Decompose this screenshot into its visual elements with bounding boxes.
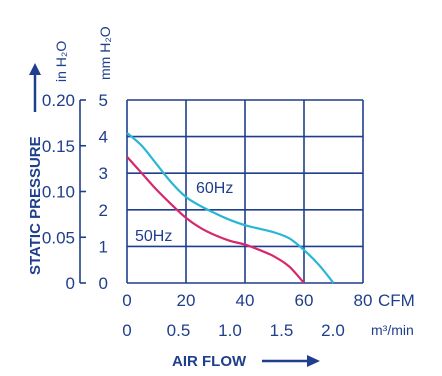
y-unit-primary: in H₂O — [53, 41, 69, 82]
x-tick-cfm-1: 20 — [177, 291, 196, 310]
series-layer — [126, 132, 335, 284]
x-tick-m3-1: 0.5 — [167, 321, 191, 340]
y-axis-arrow-icon — [29, 63, 41, 112]
y-tick-in-0: 0 — [66, 274, 75, 293]
x-tick-m3-4: 2.0 — [321, 321, 345, 340]
series-line-50hz — [126, 155, 305, 284]
x-tick-cfm-2: 40 — [236, 291, 255, 310]
y-tick-in-1: 0.05 — [42, 228, 75, 247]
y-tick-in-4: 0.20 — [42, 91, 75, 110]
y-tick-mm-4: 4 — [99, 128, 108, 147]
grid — [79, 99, 364, 284]
y-tick-in-2: 0.10 — [42, 183, 75, 202]
x-tick-m3-0: 0 — [122, 321, 131, 340]
y-unit-secondary: mm H₂O — [97, 26, 113, 80]
x-tick-m3-2: 1.0 — [218, 321, 242, 340]
y-tick-mm-1: 1 — [99, 237, 108, 256]
x-axis-arrow-icon — [262, 355, 320, 367]
x-unit-secondary: m³/min — [371, 322, 414, 338]
x-unit-primary: CFM — [378, 291, 415, 310]
y-tick-mm-2: 2 — [99, 201, 108, 220]
x-tick-cfm-4: 80 — [354, 291, 373, 310]
x-axis-title: AIR FLOW — [172, 353, 247, 370]
y-tick-mm-5: 5 — [99, 91, 108, 110]
series-line-60hz — [126, 132, 335, 284]
x-tick-m3-3: 1.5 — [270, 321, 294, 340]
y-tick-in-3: 0.15 — [42, 137, 75, 156]
y-tick-mm-3: 3 — [99, 164, 108, 183]
y-axis-title: STATIC PRESSURE — [27, 136, 44, 275]
x-tick-cfm-0: 0 — [122, 291, 131, 310]
series-label-50hz: 50Hz — [135, 228, 172, 245]
x-tick-cfm-3: 60 — [295, 291, 314, 310]
series-label-60hz: 60Hz — [196, 180, 233, 197]
y-tick-mm-0: 0 — [99, 274, 108, 293]
tick-labels: 0 1 2 3 4 5 0 0.05 0.10 0.15 0.20 0 20 40 60 80 0 0.5 1.0 1… — [42, 91, 373, 340]
